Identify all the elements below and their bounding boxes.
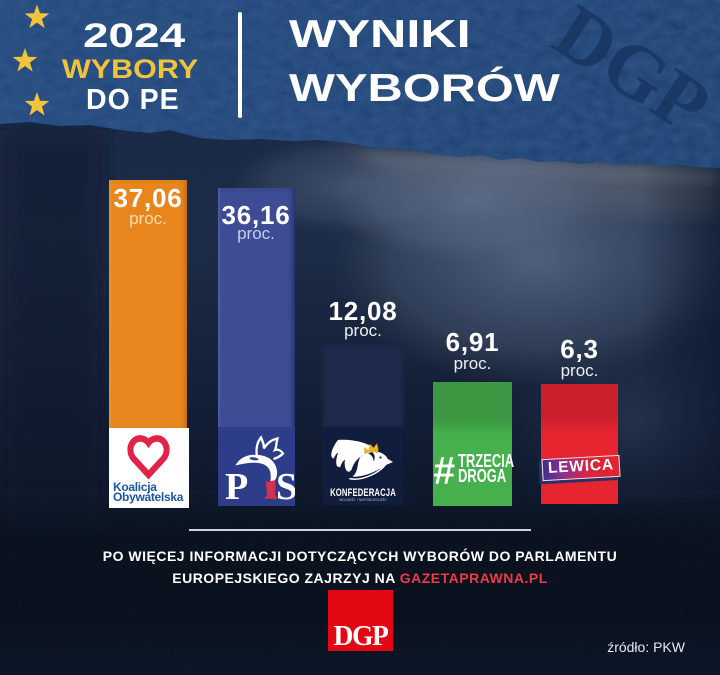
svg-text:WOLNOŚĆ I NIEPODLEGŁOŚĆ: WOLNOŚĆ I NIEPODLEGŁOŚĆ: [339, 497, 387, 503]
svg-text:KONFEDERACJA: KONFEDERACJA: [330, 487, 396, 498]
svg-text:Obywatelska: Obywatelska: [113, 490, 184, 504]
svg-text:P: P: [225, 466, 248, 506]
svg-text:S: S: [276, 466, 295, 506]
svg-text:Koalicja: Koalicja: [113, 480, 157, 494]
